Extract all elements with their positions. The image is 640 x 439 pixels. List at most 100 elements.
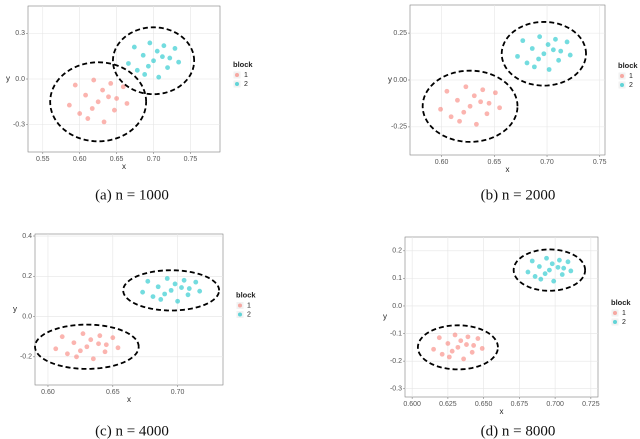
point bbox=[538, 276, 544, 282]
point bbox=[114, 96, 120, 101]
point bbox=[97, 333, 103, 339]
x-tick-label: 0.70 bbox=[171, 389, 185, 396]
x-tick-label: 0.725 bbox=[582, 401, 600, 408]
point bbox=[536, 264, 542, 269]
point bbox=[126, 61, 131, 66]
point bbox=[546, 67, 552, 72]
point bbox=[89, 106, 95, 111]
point bbox=[555, 264, 561, 270]
point bbox=[66, 102, 72, 108]
point bbox=[80, 331, 86, 337]
point bbox=[65, 351, 70, 357]
point bbox=[197, 288, 203, 294]
point bbox=[492, 90, 498, 96]
point bbox=[124, 101, 130, 106]
point bbox=[471, 343, 477, 348]
point bbox=[448, 114, 454, 120]
point bbox=[71, 340, 77, 346]
ellipse bbox=[49, 61, 148, 143]
point bbox=[161, 43, 167, 49]
point bbox=[449, 348, 455, 354]
point bbox=[108, 81, 114, 86]
point bbox=[551, 278, 557, 284]
point bbox=[147, 40, 153, 46]
point bbox=[541, 51, 547, 57]
point bbox=[537, 34, 543, 40]
point bbox=[120, 84, 126, 90]
point bbox=[145, 63, 151, 69]
point bbox=[155, 284, 161, 290]
point bbox=[145, 278, 151, 284]
point bbox=[529, 258, 535, 264]
y-tick-label: -0.2 bbox=[20, 354, 32, 361]
panel: 0.60 0.65 0.70 0.75 -0.25 0.00 0.25 x y block 1 2 (b… bbox=[388, 4, 638, 203]
legend-swatch bbox=[620, 74, 624, 78]
point bbox=[439, 351, 445, 357]
y-tick-label: 0.0 bbox=[15, 76, 25, 83]
point bbox=[464, 342, 469, 347]
point bbox=[103, 342, 109, 348]
point bbox=[110, 335, 116, 341]
point bbox=[565, 259, 571, 265]
point bbox=[134, 67, 140, 73]
point bbox=[478, 99, 484, 105]
ellipse bbox=[421, 69, 519, 143]
x-axis-label: x bbox=[500, 407, 504, 416]
panel: 0.60 0.65 0.70 -0.2 0.0 0.2 0.4 x y block 1 2 (c) n … bbox=[13, 233, 256, 439]
point bbox=[467, 103, 473, 109]
plot-area bbox=[34, 233, 224, 386]
x-tick-label: 0.60 bbox=[73, 156, 87, 163]
point bbox=[165, 65, 170, 70]
point bbox=[474, 121, 479, 127]
point bbox=[465, 334, 471, 340]
point bbox=[479, 346, 485, 351]
point bbox=[142, 72, 148, 77]
point bbox=[445, 341, 451, 346]
y-tick-label: 0.25 bbox=[393, 30, 407, 37]
legend-label: 1 bbox=[247, 302, 251, 309]
point bbox=[140, 52, 146, 58]
ellipse bbox=[34, 323, 140, 370]
x-tick-label: 0.75 bbox=[593, 159, 607, 166]
point bbox=[431, 346, 436, 352]
legend-swatch bbox=[235, 73, 239, 77]
point bbox=[90, 356, 96, 362]
point bbox=[59, 334, 65, 340]
point bbox=[525, 269, 531, 275]
point bbox=[564, 39, 570, 45]
y-tick-label: 0.2 bbox=[392, 248, 402, 255]
point bbox=[458, 338, 464, 344]
point bbox=[568, 268, 574, 274]
point bbox=[553, 36, 558, 42]
x-tick-label: 0.600 bbox=[403, 401, 421, 408]
x-axis-label: x bbox=[127, 395, 131, 404]
point bbox=[486, 100, 492, 106]
point bbox=[444, 88, 450, 94]
point bbox=[455, 97, 460, 103]
point bbox=[150, 294, 156, 300]
y-tick-label: -0.1 bbox=[390, 330, 402, 337]
point bbox=[53, 346, 59, 352]
point bbox=[172, 46, 178, 51]
ellipse bbox=[416, 324, 499, 371]
legend-swatch bbox=[238, 312, 242, 317]
point bbox=[480, 87, 486, 93]
point bbox=[549, 261, 555, 267]
point bbox=[100, 87, 105, 93]
point bbox=[546, 267, 552, 273]
y-tick-label: 0.3 bbox=[15, 30, 25, 37]
point bbox=[520, 38, 526, 44]
y-axis-label: y bbox=[388, 75, 392, 84]
x-tick-label: 0.55 bbox=[36, 156, 50, 163]
point bbox=[557, 257, 562, 263]
point bbox=[463, 84, 469, 90]
y-tick-label: -0.3 bbox=[390, 386, 402, 393]
point bbox=[556, 57, 562, 63]
y-tick-label: 0.0 bbox=[392, 303, 402, 310]
point bbox=[115, 345, 121, 351]
ellipse bbox=[500, 20, 587, 87]
point bbox=[457, 118, 462, 124]
point bbox=[475, 336, 481, 341]
